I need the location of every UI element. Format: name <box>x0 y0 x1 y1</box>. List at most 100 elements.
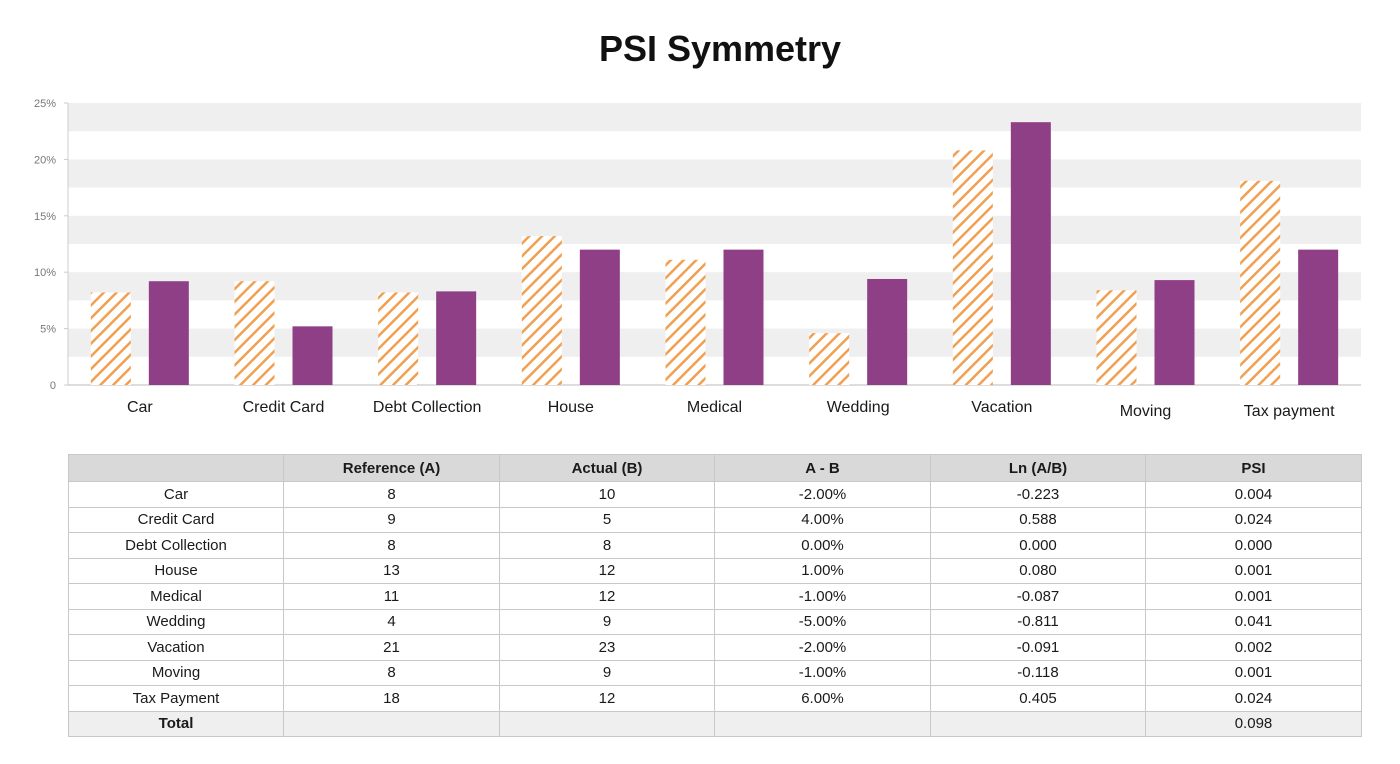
row-reference-cell: 18 <box>283 685 500 712</box>
row-ln-ratio-cell: -0.091 <box>930 634 1146 661</box>
row-reference-cell: 21 <box>283 634 500 661</box>
row-difference-cell: 4.00% <box>714 506 931 533</box>
grid-bands <box>68 103 1361 357</box>
actual-bar <box>1298 249 1339 385</box>
x-tick-label: Car <box>127 399 153 416</box>
actual-bar <box>579 249 620 385</box>
row-psi-cell: 0.024 <box>1145 506 1362 533</box>
header-psi: PSI <box>1145 454 1362 482</box>
row-psi-cell: 0.001 <box>1145 659 1362 686</box>
row-ln-ratio-cell: -0.118 <box>930 659 1146 686</box>
row-difference-cell: 0.00% <box>714 532 931 559</box>
y-tick-label: 10% <box>34 267 56 279</box>
x-tick-label: Credit Card <box>243 399 325 416</box>
row-psi-cell: 0.001 <box>1145 557 1362 584</box>
grid-band <box>68 159 1361 188</box>
x-tick-label: Moving <box>1120 403 1172 420</box>
total-label: Total <box>68 710 284 737</box>
row-psi-cell: 0.024 <box>1145 685 1362 712</box>
actual-bar <box>1010 122 1051 386</box>
reference-bar <box>952 150 993 385</box>
row-actual-cell: 9 <box>499 608 715 635</box>
psi-table: Reference (A) Actual (B) A - B Ln (A/B) … <box>68 454 1362 737</box>
row-actual-cell: 12 <box>499 583 715 610</box>
table-row: Wedding 4 9 -5.00% -0.811 0.041 <box>68 608 1362 635</box>
header-actual: Actual (B) <box>499 454 715 482</box>
reference-bar <box>665 259 706 385</box>
actual-bar <box>1154 280 1195 385</box>
actual-bar <box>867 278 908 385</box>
row-category-cell: Vacation <box>68 634 284 661</box>
grid-band <box>68 103 1361 132</box>
header-category <box>68 454 284 482</box>
table-header-row: Reference (A) Actual (B) A - B Ln (A/B) … <box>68 454 1362 482</box>
row-ln-ratio-cell: 0.000 <box>930 532 1146 559</box>
table-row: Debt Collection 8 8 0.00% 0.000 0.000 <box>68 532 1362 559</box>
table-row: Moving 8 9 -1.00% -0.118 0.001 <box>68 659 1362 686</box>
grid-band <box>68 215 1361 244</box>
header-difference: A - B <box>714 454 931 482</box>
row-actual-cell: 10 <box>499 481 715 508</box>
y-tick-label: 5% <box>40 324 56 336</box>
total-cell <box>499 710 715 737</box>
x-axis-labels: Car Credit Card Debt Collection House Medica… <box>127 399 1335 420</box>
row-actual-cell: 8 <box>499 532 715 559</box>
reference-bar <box>1240 180 1281 385</box>
row-reference-cell: 8 <box>283 481 500 508</box>
row-psi-cell: 0.000 <box>1145 532 1362 559</box>
reference-bar <box>1096 290 1137 385</box>
row-category-cell: Medical <box>68 583 284 610</box>
x-tick-label: House <box>548 399 594 416</box>
row-psi-cell: 0.041 <box>1145 608 1362 635</box>
row-category-cell: Tax Payment <box>68 685 284 712</box>
bars <box>90 122 1339 386</box>
total-cell <box>930 710 1146 737</box>
row-ln-ratio-cell: 0.080 <box>930 557 1146 584</box>
row-category-cell: Wedding <box>68 608 284 635</box>
row-actual-cell: 12 <box>499 685 715 712</box>
row-actual-cell: 12 <box>499 557 715 584</box>
row-category-cell: Car <box>68 481 284 508</box>
row-actual-cell: 5 <box>499 506 715 533</box>
row-actual-cell: 9 <box>499 659 715 686</box>
row-ln-ratio-cell: -0.087 <box>930 583 1146 610</box>
reference-bar <box>90 292 131 385</box>
total-psi: 0.098 <box>1145 710 1362 737</box>
row-difference-cell: 1.00% <box>714 557 931 584</box>
total-cell <box>714 710 931 737</box>
row-difference-cell: 6.00% <box>714 685 931 712</box>
row-ln-ratio-cell: 0.588 <box>930 506 1146 533</box>
y-axis: 0 5% 10% 15% 20% 25% <box>34 98 1361 392</box>
y-tick-label: 0 <box>50 380 56 392</box>
header-reference: Reference (A) <box>283 454 500 482</box>
x-tick-label: Medical <box>687 399 742 416</box>
row-psi-cell: 0.002 <box>1145 634 1362 661</box>
reference-bar <box>521 236 562 385</box>
table-row: Credit Card 9 5 4.00% 0.588 0.024 <box>68 506 1362 533</box>
row-difference-cell: -5.00% <box>714 608 931 635</box>
row-reference-cell: 11 <box>283 583 500 610</box>
y-tick-label: 25% <box>34 98 56 110</box>
table-row: Car 8 10 -2.00% -0.223 0.004 <box>68 481 1362 508</box>
actual-bar <box>436 291 477 385</box>
row-category-cell: House <box>68 557 284 584</box>
reference-bar <box>809 333 850 385</box>
table-row: Tax Payment 18 12 6.00% 0.405 0.024 <box>68 685 1362 712</box>
actual-bar <box>723 249 764 385</box>
table-total-row: Total 0.098 <box>68 710 1362 737</box>
psi-bar-chart: 0 5% 10% 15% 20% 25% Car Credit Card Debt Colle… <box>34 98 1361 420</box>
total-cell <box>283 710 500 737</box>
row-reference-cell: 8 <box>283 532 500 559</box>
row-reference-cell: 4 <box>283 608 500 635</box>
table-row: Vacation 21 23 -2.00% -0.091 0.002 <box>68 634 1362 661</box>
table-row: Medical 11 12 -1.00% -0.087 0.001 <box>68 583 1362 610</box>
header-ln-ratio: Ln (A/B) <box>930 454 1146 482</box>
y-tick-label: 20% <box>34 154 56 166</box>
y-tick-label: 15% <box>34 211 56 223</box>
row-ln-ratio-cell: -0.223 <box>930 481 1146 508</box>
actual-bar <box>148 281 189 385</box>
grid-band <box>68 328 1361 357</box>
row-difference-cell: -1.00% <box>714 659 931 686</box>
x-tick-label: Vacation <box>971 399 1032 416</box>
grid-band <box>68 272 1361 301</box>
